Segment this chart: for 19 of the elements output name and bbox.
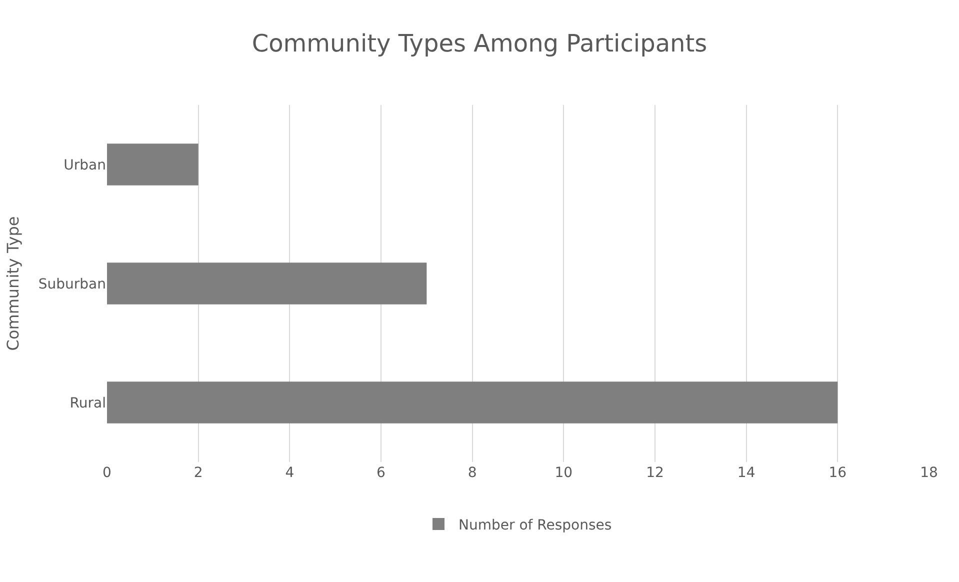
x-tick-label: 18 [920,465,938,481]
y-tick-label: Suburban [38,276,106,292]
legend-label: Number of Responses [458,517,612,534]
y-tick-label: Rural [70,395,106,412]
x-tick-label: 4 [285,465,294,481]
bar [107,262,427,304]
x-tick-label: 14 [737,465,756,481]
bar [107,144,198,186]
x-tick-label: 16 [828,465,847,481]
chart-title: Community Types Among Participants [252,30,708,58]
bar [107,382,838,424]
x-tick-label: 8 [468,465,477,481]
x-tick-label: 12 [646,465,664,481]
x-tick-label: 6 [376,465,386,481]
x-tick-label: 10 [554,465,573,481]
y-axis-title: Community Type [3,216,22,351]
x-tick-label: 2 [194,465,203,481]
y-tick-label: Urban [64,157,106,174]
x-tick-label: 0 [102,465,112,481]
